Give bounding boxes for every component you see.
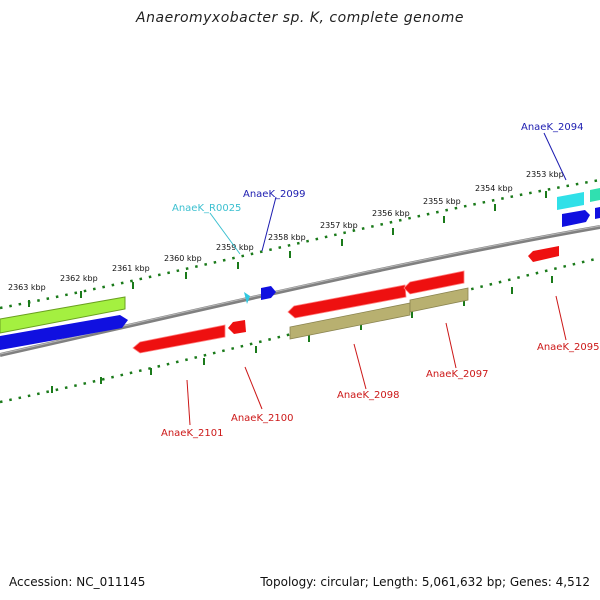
gene-arrow-forward-right[interactable]	[562, 210, 590, 227]
genome-summary-text: Topology: circular; Length: 5,061,632 bp…	[260, 575, 590, 589]
gene-label-anaek-2097[interactable]: AnaeK_2097	[426, 369, 488, 380]
genome-backbone	[0, 225, 600, 357]
ruler-label: 2356 kbp	[372, 209, 410, 218]
ruler-label: 2363 kbp	[8, 283, 46, 292]
gene-arrow-anaek-2099[interactable]	[261, 286, 276, 300]
gene-label-anaek-2101[interactable]: AnaeK_2101	[161, 428, 223, 439]
leader-line-anaek-r0025	[209, 212, 241, 255]
gene-arrow-anaek-2101[interactable]	[132, 324, 226, 354]
leader-line-anaek-2094	[543, 132, 567, 181]
gene-arrow-forward[interactable]	[0, 315, 128, 350]
ruler-label: 2361 kbp	[112, 264, 150, 273]
gene-arrow-anaek-2100[interactable]	[228, 320, 246, 334]
leader-line-anaek-2097	[445, 322, 457, 369]
pseudo-arrow-anaek-2097[interactable]	[409, 287, 469, 313]
pseudo-arrow-anaek-2098[interactable]	[289, 302, 411, 340]
rna-arrow-edge[interactable]	[590, 188, 600, 202]
outer-ruler: 2363 kbp 2362 kbp 2361 kbp 2360 kbp 2359…	[0, 170, 600, 310]
outer-ruler-dots	[0, 178, 600, 310]
accession-text: Accession: NC_011145	[9, 575, 146, 589]
gene-arrow-green[interactable]	[0, 296, 126, 334]
leader-line-anaek-2099	[261, 196, 277, 252]
rna-arrow-anaek-2094[interactable]	[557, 192, 584, 210]
gene-arrow-anaek-2097[interactable]	[403, 270, 465, 295]
gene-label-anaek-2099[interactable]: AnaeK_2099	[243, 189, 305, 200]
map-title: Anaeromyxobacter sp. K, complete genome	[136, 10, 464, 26]
ruler-label: 2357 kbp	[320, 221, 358, 230]
forward-features	[0, 188, 600, 350]
gene-label-anaek-r0025[interactable]: AnaeK_R0025	[172, 203, 241, 214]
ruler-label: 2355 kbp	[423, 197, 461, 206]
gene-arrow-forward-edge[interactable]	[595, 207, 600, 219]
leader-line-anaek-2095	[555, 295, 567, 341]
genome-backbone-highlight	[0, 225, 600, 355]
gene-labels: AnaeK_2094 AnaeK_2099 AnaeK_R0025 AnaeK_…	[161, 122, 599, 439]
reverse-features	[132, 246, 559, 354]
ruler-label: 2358 kbp	[268, 233, 306, 242]
gene-label-anaek-2098[interactable]: AnaeK_2098	[337, 390, 399, 401]
gene-arrow-anaek-2098[interactable]	[287, 284, 407, 319]
ruler-label: 2353 kbp	[526, 170, 564, 179]
leader-line-anaek-2101	[186, 379, 191, 426]
leader-line-anaek-2098	[353, 343, 367, 390]
inner-ruler-dots	[0, 256, 600, 404]
ruler-label: 2354 kbp	[475, 184, 513, 193]
gene-label-anaek-2095[interactable]: AnaeK_2095	[537, 342, 599, 353]
leader-lines	[186, 132, 567, 426]
gene-label-anaek-2100[interactable]: AnaeK_2100	[231, 413, 293, 424]
ruler-label: 2360 kbp	[164, 254, 202, 263]
rna-arrow-anaek-r0025[interactable]	[244, 292, 250, 304]
ruler-label: 2362 kbp	[60, 274, 98, 283]
gene-arrow-anaek-2095[interactable]	[528, 246, 559, 262]
gene-label-anaek-2094[interactable]: AnaeK_2094	[521, 122, 583, 133]
leader-line-anaek-2100	[244, 366, 263, 410]
